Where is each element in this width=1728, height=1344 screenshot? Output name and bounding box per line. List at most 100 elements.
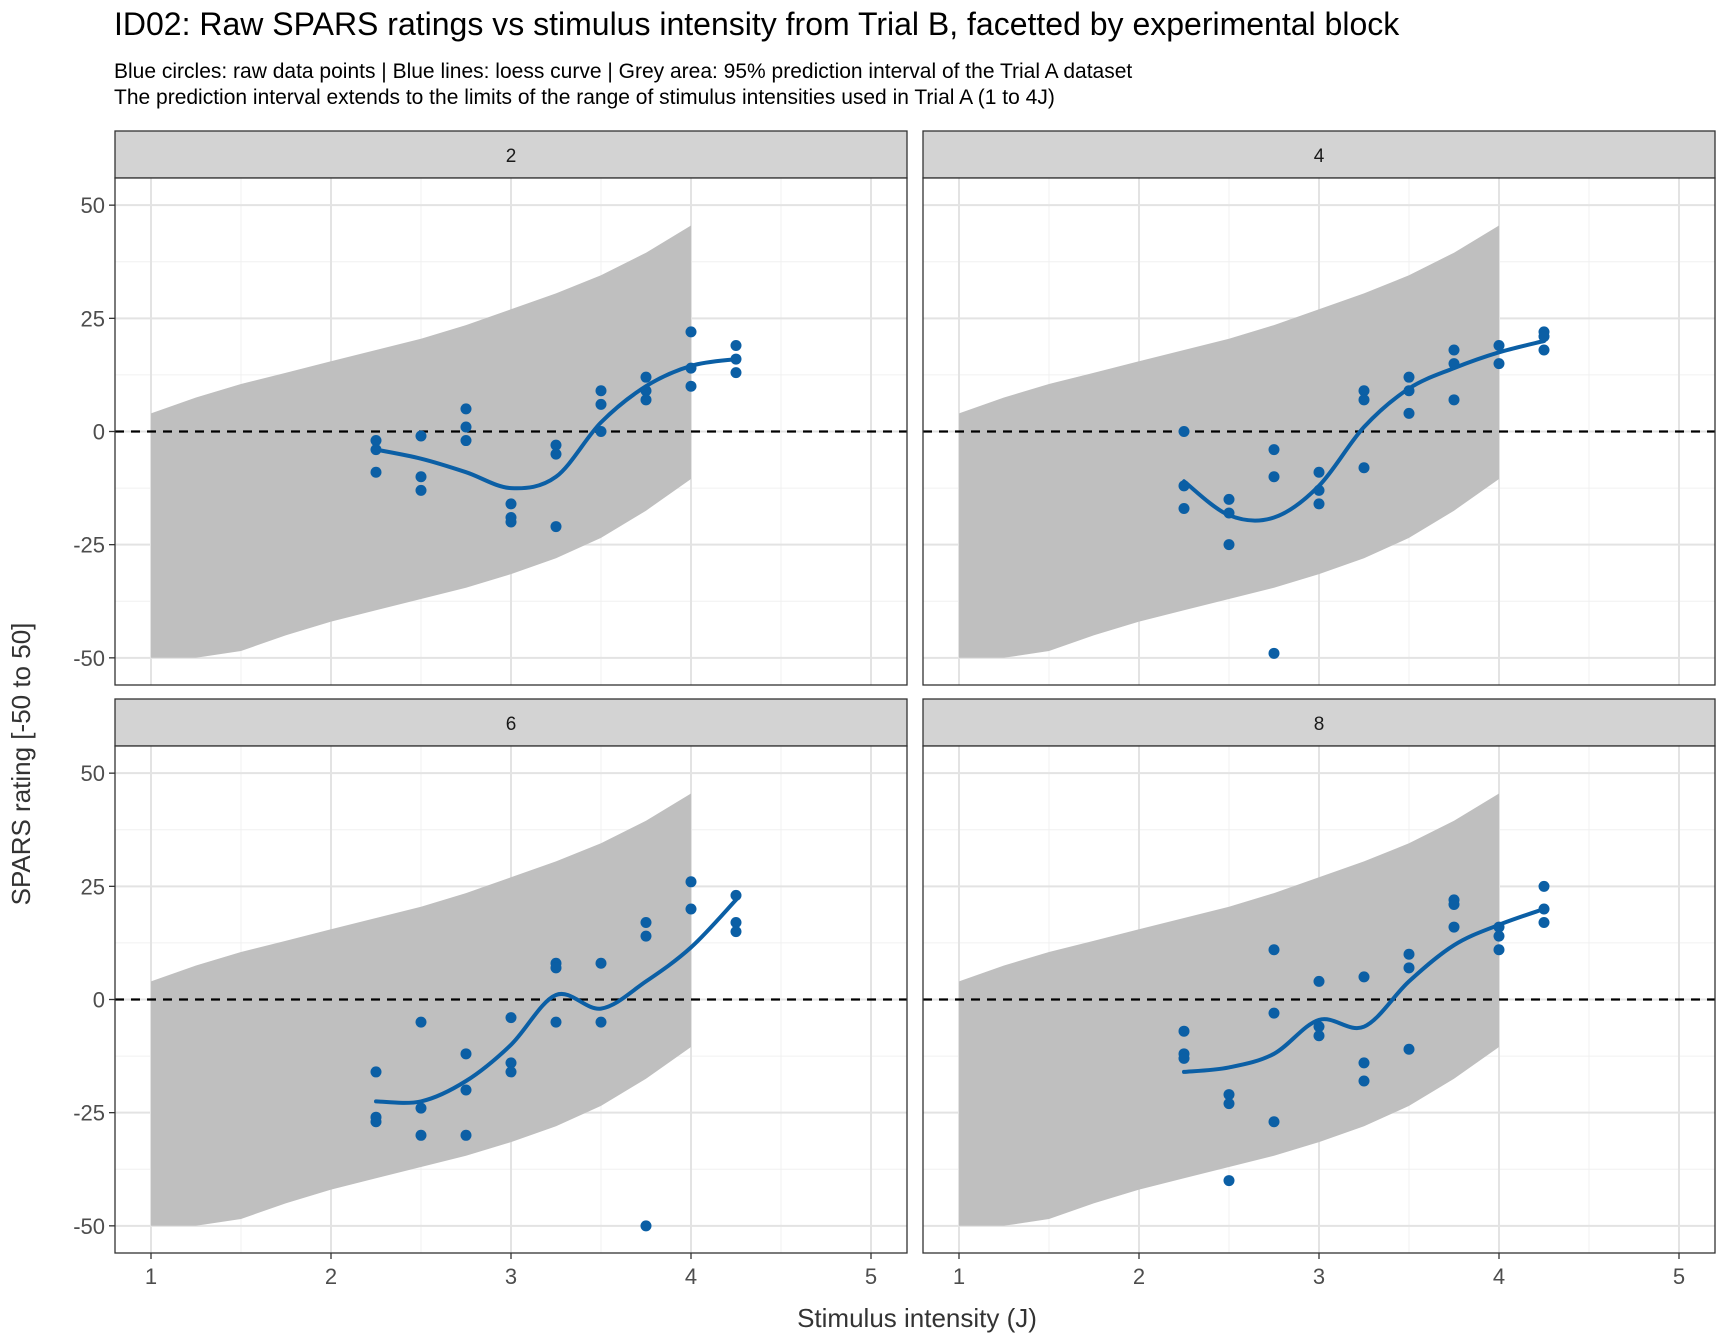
data-point — [1493, 339, 1505, 351]
data-point — [415, 484, 427, 496]
y-tick-label: 25 — [81, 306, 105, 331]
data-point — [505, 1012, 517, 1024]
data-point — [1538, 330, 1550, 342]
data-point — [685, 326, 697, 338]
facet-panel-2: 2 -50 -25 0 25 50 — [73, 130, 908, 686]
data-point — [460, 1129, 472, 1141]
data-point — [550, 439, 562, 451]
data-point — [1178, 502, 1190, 514]
data-point — [1313, 975, 1325, 987]
y-tick-label: 0 — [93, 988, 105, 1013]
y-tick-label: 0 — [93, 420, 105, 445]
facet-panel-8: 8 1 2 3 4 5 — [922, 698, 1716, 1289]
chart-subtitle-line-2: The prediction interval extends to the l… — [114, 86, 1055, 109]
data-point — [1403, 371, 1415, 383]
x-axis-label: Stimulus intensity (J) — [797, 1303, 1037, 1333]
data-point — [1493, 358, 1505, 370]
data-point — [1538, 344, 1550, 356]
x-tick-label: 2 — [1133, 1264, 1145, 1289]
x-tick-label: 1 — [145, 1264, 157, 1289]
data-point — [550, 448, 562, 460]
y-tick-label: -25 — [73, 1101, 105, 1126]
facet-strip-label: 8 — [1314, 714, 1325, 735]
data-point — [1178, 426, 1190, 437]
x-tick-label: 1 — [953, 1264, 965, 1289]
data-point — [415, 1102, 427, 1114]
data-point — [415, 1129, 427, 1141]
loess-curve — [1182, 339, 1546, 523]
data-point — [460, 1048, 472, 1060]
facet-strip — [922, 130, 1716, 179]
data-point — [685, 380, 697, 392]
data-point — [1313, 1021, 1325, 1033]
data-point — [505, 498, 517, 510]
chart-title: ID02: Raw SPARS ratings vs stimulus inte… — [114, 6, 1400, 42]
data-point — [1358, 394, 1370, 406]
data-point — [1358, 1075, 1370, 1087]
data-point — [505, 1057, 517, 1069]
y-tick-label: -50 — [73, 646, 105, 671]
facet-strip-label: 4 — [1314, 146, 1325, 167]
data-point — [1223, 1098, 1235, 1110]
data-point — [1538, 880, 1550, 892]
data-point — [1268, 647, 1280, 659]
data-point — [730, 889, 742, 901]
y-tick-label: 50 — [81, 193, 105, 218]
data-point — [370, 435, 382, 447]
data-point — [730, 339, 742, 351]
facet-strip — [114, 698, 908, 747]
data-point — [370, 466, 382, 478]
data-point — [1223, 1089, 1235, 1101]
data-point — [730, 367, 742, 379]
x-tick-label: 3 — [505, 1264, 517, 1289]
facet-panel-6: 6 -50 -25 0 25 50 1 2 3 4 5 — [73, 698, 908, 1289]
data-point — [1178, 1025, 1190, 1037]
data-point — [1493, 921, 1505, 933]
facet-strip — [114, 130, 908, 179]
data-point — [1358, 462, 1370, 474]
data-point — [1358, 971, 1370, 983]
data-point — [505, 1066, 517, 1078]
data-point — [640, 917, 652, 929]
data-point — [1313, 498, 1325, 510]
data-point — [685, 903, 697, 915]
x-tick-label: 4 — [685, 1264, 697, 1289]
data-point — [1403, 962, 1415, 974]
data-point — [1403, 948, 1415, 960]
panel-border — [922, 177, 1716, 686]
facet-strip-label: 2 — [506, 146, 517, 167]
data-point — [1448, 358, 1460, 370]
chart-subtitle-line-1: Blue circles: raw data points | Blue lin… — [114, 60, 1133, 83]
data-point — [1313, 484, 1325, 496]
data-point — [685, 362, 697, 374]
data-point — [1178, 480, 1190, 492]
data-point — [1493, 930, 1505, 942]
data-point — [1223, 507, 1235, 519]
data-point — [1448, 394, 1460, 406]
data-point — [640, 930, 652, 942]
data-point — [1538, 917, 1550, 929]
data-point — [460, 421, 472, 433]
data-point — [1313, 466, 1325, 478]
data-point — [1268, 944, 1280, 956]
data-point — [1403, 407, 1415, 419]
data-point — [640, 394, 652, 406]
y-tick-label: 25 — [81, 874, 105, 899]
data-point — [460, 435, 472, 447]
y-tick-label: -50 — [73, 1214, 105, 1239]
data-point — [460, 403, 472, 415]
x-tick-label: 3 — [1313, 1264, 1325, 1289]
y-tick-label: 50 — [81, 761, 105, 786]
data-point — [1448, 344, 1460, 356]
data-point — [1493, 944, 1505, 956]
data-point — [595, 385, 607, 397]
facet-panel-4: 4 — [922, 130, 1716, 686]
data-point — [550, 1016, 562, 1028]
data-point — [730, 353, 742, 365]
data-point — [640, 371, 652, 383]
data-point — [550, 962, 562, 974]
data-point — [685, 876, 697, 888]
data-point — [1538, 903, 1550, 915]
data-point — [730, 926, 742, 938]
